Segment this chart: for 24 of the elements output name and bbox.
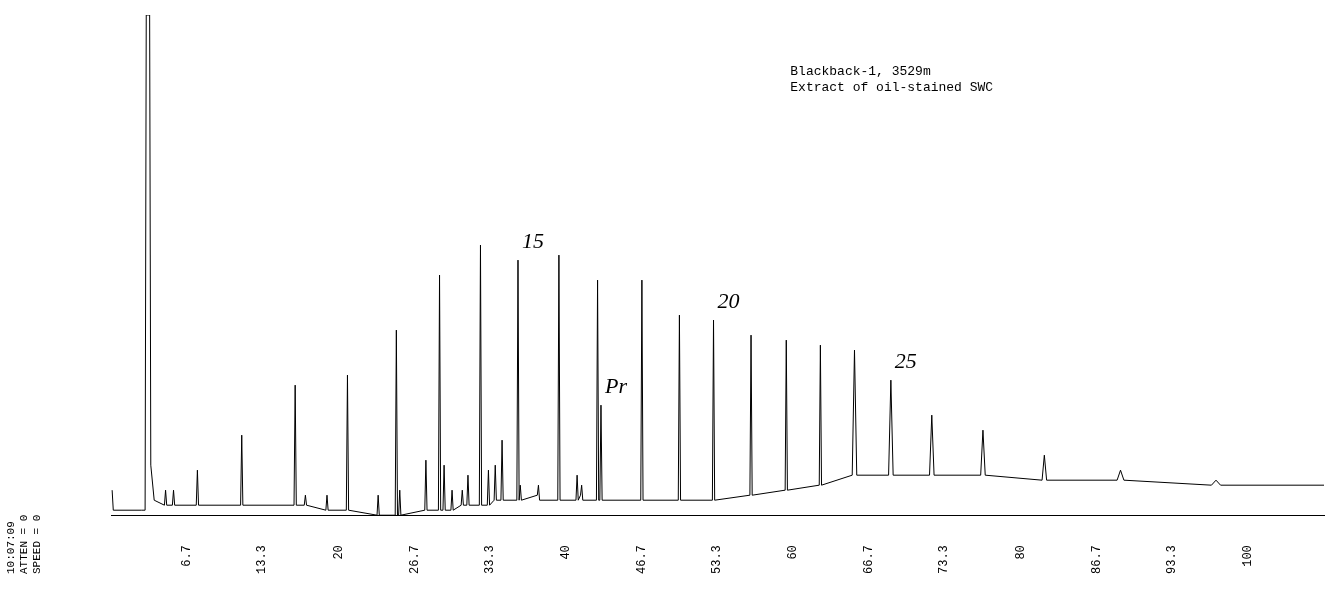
text: Blackback-1, 3529m	[790, 64, 931, 79]
x-tick-label: 86.7	[1089, 545, 1104, 575]
text: Extract of oil-stained SWC	[790, 80, 994, 95]
x-tick-label: 26.7	[407, 545, 422, 575]
text: ATTEN = 0	[18, 514, 30, 574]
x-tick-label: 80	[1013, 545, 1028, 560]
x-tick-label: 46.7	[635, 545, 650, 575]
x-tick-label: 6.7	[180, 545, 195, 567]
x-tick-label: 66.7	[862, 545, 877, 575]
x-tick-label: 20	[331, 545, 346, 560]
x-tick-label: 33.3	[482, 545, 497, 575]
x-tick-label: 53.3	[710, 545, 725, 575]
x-tick-label: 100	[1241, 545, 1255, 567]
x-tick-label: 13.3	[255, 545, 270, 575]
text: SPEED = 0	[31, 514, 43, 574]
text: 10:07:09	[5, 521, 17, 574]
annotation: 15	[521, 228, 544, 254]
annotation: 25	[894, 348, 917, 374]
x-tick-label: 40	[558, 545, 573, 560]
x-tick-label: 93.3	[1164, 545, 1179, 575]
x-tick-label: 60	[786, 545, 801, 560]
x-tick-label: 73.3	[937, 545, 952, 575]
annotation: Pr	[603, 373, 628, 399]
annotation: 20	[717, 288, 740, 314]
